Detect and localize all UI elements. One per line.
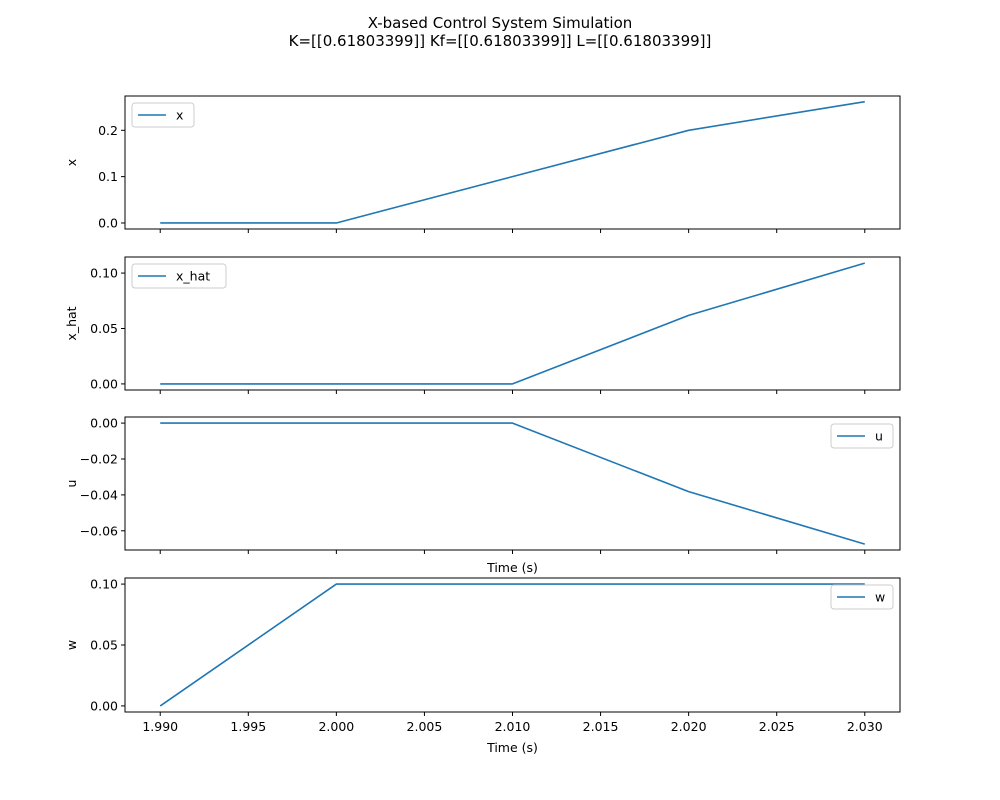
legend-label: u (875, 429, 883, 444)
y-tick-label: 0.00 (90, 698, 118, 713)
x-tick-label: 2.025 (759, 719, 795, 734)
chart-subtitle: K=[[0.61803399]] Kf=[[0.61803399]] L=[[0… (289, 32, 712, 50)
y-axis-label: x_hat (64, 306, 79, 340)
y-tick-label: 0.00 (90, 416, 118, 431)
x-tick-label: 1.995 (230, 719, 266, 734)
axes-frame (124, 256, 901, 391)
y-tick-label: 0.10 (90, 266, 118, 281)
y-axis-label: w (64, 640, 79, 650)
axes-frame (124, 95, 901, 230)
x-axis-label: Time (s) (486, 560, 538, 575)
legend: u (830, 423, 894, 449)
legend: x_hat (131, 263, 227, 289)
y-tick-label: 0.10 (90, 577, 118, 592)
axes-frame (124, 577, 901, 713)
legend: x (131, 102, 195, 128)
y-tick-label: 0.0 (98, 215, 118, 230)
y-tick-label: 0.05 (90, 638, 118, 653)
y-tick-label: 0.1 (98, 169, 118, 184)
x-tick-label: 2.020 (671, 719, 707, 734)
x-tick-label: 2.015 (583, 719, 619, 734)
y-tick-label: −0.06 (80, 523, 118, 538)
legend-label: x (176, 108, 183, 123)
series-line-u (160, 422, 865, 545)
y-tick-label: 0.00 (90, 376, 118, 391)
legend-label: w (875, 590, 885, 605)
y-tick-label: 0.2 (98, 123, 118, 138)
y-tick-label: −0.04 (80, 487, 118, 502)
series-line-w (159, 583, 865, 707)
legend: w (830, 584, 894, 610)
x-tick-label: 1.990 (142, 719, 178, 734)
y-tick-label: 0.05 (90, 321, 118, 336)
x-tick-label: 2.030 (847, 719, 883, 734)
x-tick-label: 2.010 (495, 719, 531, 734)
subplot-4: 1.990 1.995 2.000 2.005 2.010 2.015 2.020 2.025… (64, 577, 901, 755)
x-tick-label: 2.005 (407, 719, 443, 734)
chart-title: X-based Control System Simulation (368, 14, 633, 32)
legend-box (131, 263, 227, 289)
axes-frame (124, 416, 901, 551)
y-axis-label: x (64, 159, 79, 166)
subplot-1: 0.0 0.1 0.2 x x (64, 95, 901, 233)
x-axis-label: Time (s) (486, 740, 538, 755)
legend-label: x_hat (176, 269, 210, 284)
y-tick-label: −0.02 (80, 452, 118, 467)
series-line-x (160, 100, 865, 224)
series-line-x_hat (160, 262, 865, 385)
subplot-2: 0.00 0.05 0.10 x_hat x_hat (64, 256, 901, 394)
x-tick-label: 2.000 (318, 719, 354, 734)
y-axis-label: u (64, 480, 79, 488)
subplot-3: 0.00 −0.02 −0.04 −0.06 u Time (s) u (64, 416, 901, 575)
